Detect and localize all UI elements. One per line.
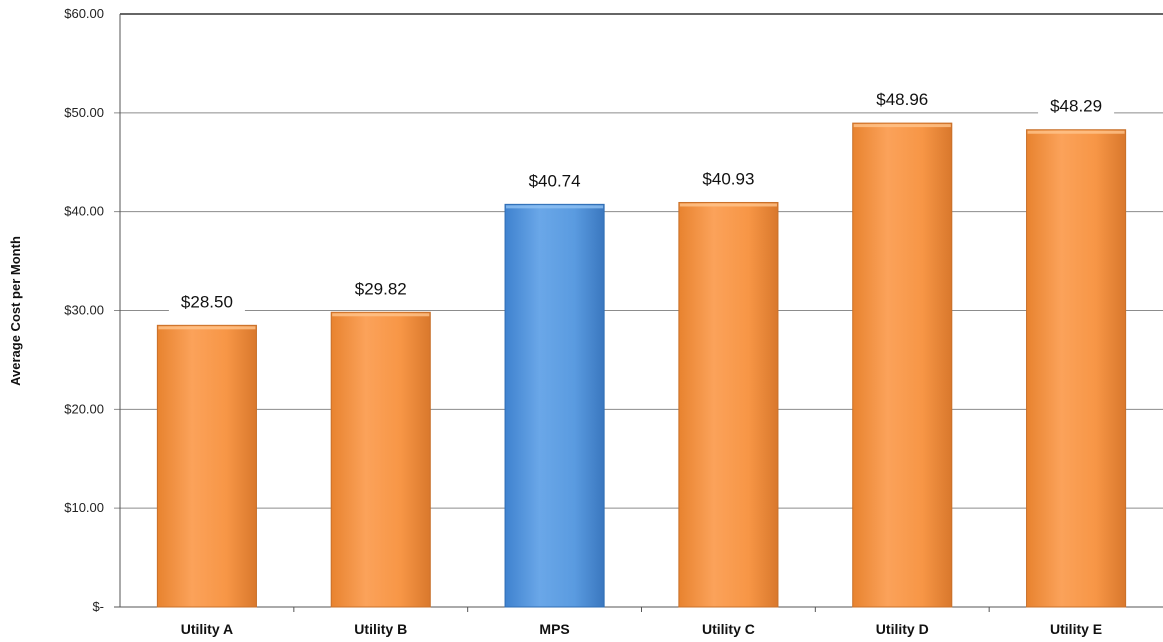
y-tick-label: $50.00 [64,105,104,120]
value-label: $28.50 [181,292,233,311]
bar-utility-c [678,201,779,608]
x-tick-label: Utility A [181,621,233,637]
y-tick-label: $40.00 [64,204,104,219]
value-label-background [342,278,419,301]
data-labels: $28.50 $29.82 $40.74 $40.93 $48.96 $48.29 [168,89,1115,314]
y-tick-label: $20.00 [64,401,104,416]
bar-highlight [158,326,256,330]
x-tick-label: Utility D [876,621,929,637]
x-tick-label: Utility B [354,621,407,637]
bar-mps [504,203,605,608]
value-label-background [168,291,245,314]
x-tick-label: Utility C [702,621,755,637]
value-label: $40.74 [529,171,581,190]
bar-utility-b [330,311,431,608]
gridlines [114,13,1163,608]
bar-highlight [679,203,777,207]
bars [156,122,1127,608]
value-label-background [1038,95,1115,118]
y-tick-label: $10.00 [64,500,104,515]
x-tick-label: MPS [539,621,569,637]
bar-highlight [1027,130,1125,134]
bar-utility-e [1026,129,1127,608]
y-tick-label: $30.00 [64,303,104,318]
y-axis-title: Average Cost per Month [8,236,23,386]
value-label: $48.29 [1050,97,1102,116]
bar-highlight [506,205,604,209]
value-label: $48.96 [876,90,928,109]
bar-utility-d [852,122,953,608]
x-tick-label: Utility E [1050,621,1102,637]
value-label-background [690,168,767,191]
value-label-background [516,170,593,193]
value-label: $40.93 [702,169,754,188]
axes: $- $10.00 $20.00 $30.00 $40.00 $50.00 $60.00 Ut… [64,6,1102,637]
y-tick-label: $- [92,599,104,614]
value-label-background [864,89,941,112]
bar-highlight [853,124,951,128]
bar-utility-a [156,324,257,608]
y-tick-label: $60.00 [64,6,104,21]
value-label: $29.82 [355,279,407,298]
bar-highlight [332,313,430,317]
